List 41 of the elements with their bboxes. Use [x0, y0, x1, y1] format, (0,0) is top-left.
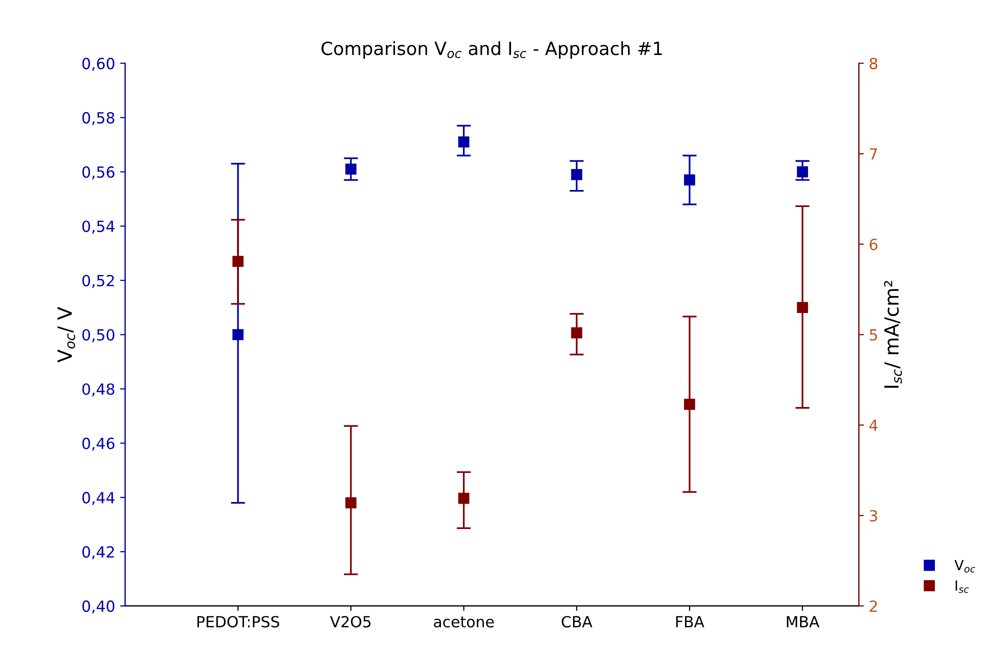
- y2-tick-label: 7: [870, 148, 878, 160]
- y2-tick-label: 4: [869, 420, 878, 431]
- point: [571, 168, 582, 180]
- y-tick-label: 0,42: [82, 546, 114, 560]
- y-tick-label: 0,46: [82, 438, 114, 451]
- point: [796, 302, 808, 314]
- legend-label: V$_{oc}$: [954, 560, 976, 573]
- y-tick-label: 0,60: [82, 58, 114, 71]
- y-axis-title: V$_{oc}$/ V: [58, 306, 76, 362]
- point: [684, 398, 696, 410]
- y-tick-label: 0,48: [82, 383, 114, 396]
- y-tick-label: 0,50: [82, 329, 114, 342]
- x-tick-label: PEDOT:PSS: [197, 616, 280, 628]
- point: [345, 164, 356, 175]
- point: [684, 174, 696, 186]
- point: [571, 327, 582, 338]
- x-tick-label: MBA: [786, 616, 820, 628]
- y-tick-label: 0,40: [82, 600, 114, 614]
- legend-label: I$_{sc}$: [956, 580, 969, 593]
- x-tick-label: V2O5: [330, 616, 371, 628]
- y-tick-label: 0,52: [82, 274, 114, 288]
- point: [458, 492, 470, 504]
- y2-tick-label: 3: [870, 510, 878, 522]
- y-tick-label: 0,56: [82, 166, 114, 180]
- x-tick-label: FBA: [676, 616, 704, 628]
- chart-title: Comparison V$_{oc}$ and I$_{sc}$ - Approach #1: [321, 41, 662, 59]
- y2-tick-label: 6: [870, 238, 878, 250]
- point: [345, 497, 356, 508]
- point: [232, 329, 244, 340]
- y2-axis-title: I$_{sc}$/ mA/cm²: [884, 280, 902, 388]
- point: [796, 166, 808, 178]
- y-tick-label: 0,44: [82, 492, 115, 505]
- x-tick-label: CBA: [562, 616, 592, 628]
- point: [458, 136, 470, 148]
- y2-tick-label: 5: [870, 329, 878, 341]
- y-tick-label: 0,54: [82, 220, 115, 234]
- point: [232, 256, 244, 267]
- y2-tick-label: 2: [870, 600, 877, 612]
- y2-tick-label: 8: [870, 58, 878, 70]
- y-tick-label: 0,58: [82, 112, 114, 126]
- x-tick-label: acetone: [434, 616, 494, 628]
